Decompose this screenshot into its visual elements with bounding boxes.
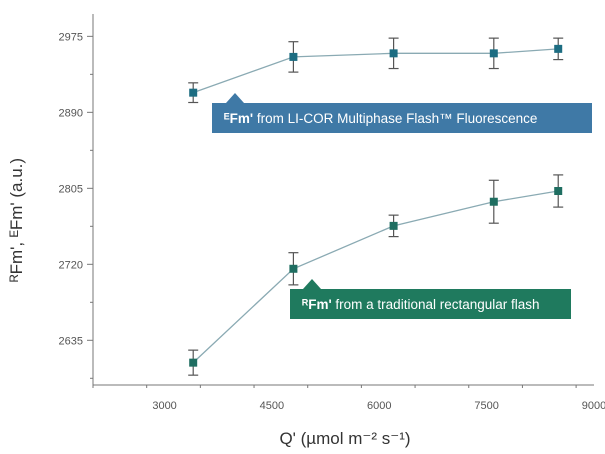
series-1 (188, 37, 564, 104)
callout-text-rest: from a traditional rectangular flash (332, 297, 540, 312)
x-axis-title: Q' (µmol m⁻² s⁻¹) (279, 429, 410, 448)
data-point (189, 358, 198, 367)
data-point (489, 197, 498, 206)
y-axis-title: ᴿFm', ᴱFm' (a.u.) (7, 158, 26, 282)
data-point (289, 52, 298, 61)
y-tick-label: 2805 (59, 183, 83, 195)
series-2 (188, 174, 564, 376)
callout-box (290, 289, 571, 319)
x-tick-label: 9000 (582, 400, 605, 412)
x-tick-label: 7500 (474, 400, 498, 412)
callout-pointer (226, 93, 244, 103)
series-line (192, 190, 559, 364)
y-tick-label: 2720 (59, 259, 83, 271)
data-point (389, 49, 398, 58)
callout-text: ᴿFm' from a traditional rectangular flas… (302, 297, 540, 312)
data-point (554, 44, 563, 53)
data-point (189, 88, 198, 97)
callout-text-bold: ᴿFm' (302, 297, 332, 312)
callout-box (212, 103, 592, 133)
y-tick-label: 2890 (59, 107, 83, 119)
callouts: ᴱFm' from LI-COR Multiphase Flash™ Fluor… (212, 93, 592, 319)
data-point (389, 221, 398, 230)
y-tick-label: 2635 (59, 335, 83, 347)
callout-text-bold: ᴱFm' (224, 111, 253, 126)
data-point (489, 49, 498, 58)
x-tick-label: 4500 (260, 400, 284, 412)
data-point (289, 264, 298, 273)
callout-pointer (303, 279, 321, 289)
series-line (192, 48, 559, 94)
series-layer (188, 37, 564, 376)
y-tick-label: 2975 (59, 31, 83, 43)
data-point (554, 187, 563, 196)
series-1-label: ᴱFm' from LI-COR Multiphase Flash™ Fluor… (212, 93, 592, 133)
callout-text: ᴱFm' from LI-COR Multiphase Flash™ Fluor… (224, 111, 537, 126)
series-2-label: ᴿFm' from a traditional rectangular flas… (290, 279, 571, 319)
callout-text-rest: from LI-COR Multiphase Flash™ Fluorescen… (253, 111, 537, 126)
x-tick-label: 3000 (152, 400, 176, 412)
x-tick-label: 6000 (367, 400, 391, 412)
axes: 3000 4500 6000 7500 9000 2635 2720 2805 2890 2975 (59, 14, 605, 412)
